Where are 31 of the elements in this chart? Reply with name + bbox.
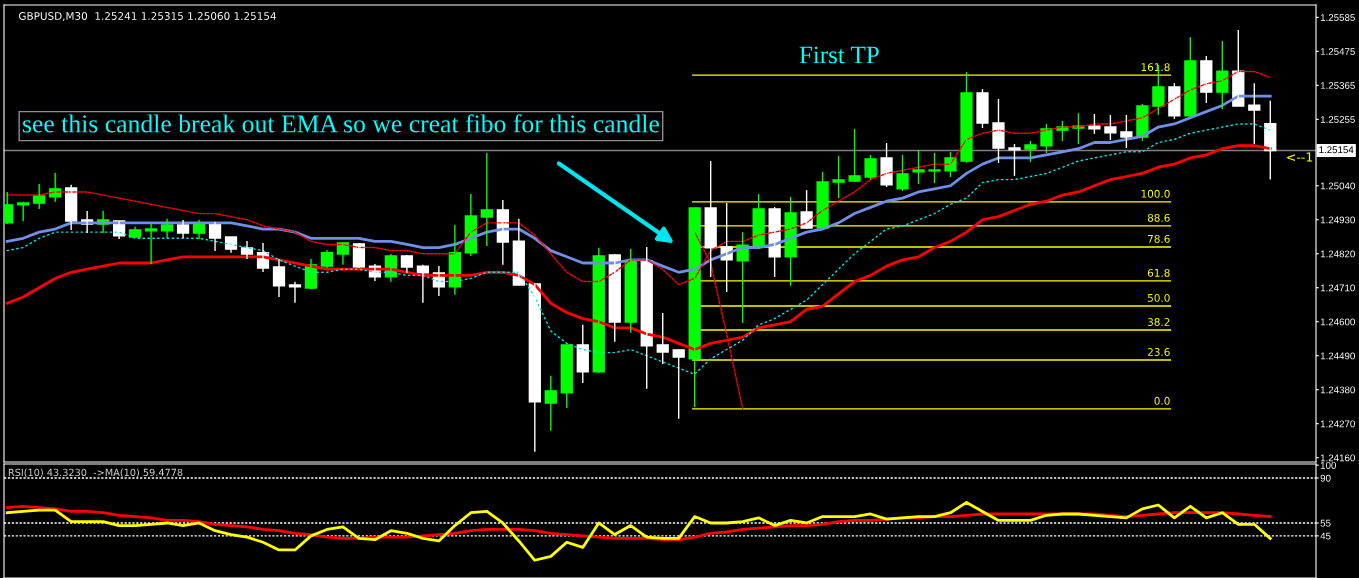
y-tick-label: 1.25255 (1320, 116, 1355, 123)
y-tick-label: 1.25365 (1320, 82, 1355, 89)
y-tick-label: 1.25585 (1320, 14, 1355, 21)
y-tick-label: 45 (1320, 532, 1331, 540)
y-tick-label: 1.24270 (1320, 420, 1355, 428)
chart-title: RSI(10) 43.3230 ->MA(10) 59.4778 (8, 468, 183, 478)
y-tick-label: 1.24490 (1320, 352, 1355, 360)
y-tick-label: 1.25475 (1320, 48, 1355, 55)
y-tick-label: 1.25040 (1320, 182, 1355, 190)
y-tick-label: 1.24710 (1320, 284, 1355, 292)
y-tick-label: 1.24380 (1320, 386, 1355, 394)
annotation: 88.6 (1147, 213, 1170, 222)
y-tick-label: 1.24160 (1320, 454, 1355, 462)
ref-line-label: 1.25154 (1319, 146, 1354, 154)
annotation: 100.0 (1141, 189, 1170, 198)
annotation: 0.0 (1154, 396, 1170, 405)
annotation: 38.2 (1147, 318, 1170, 326)
y-tick-label: 90 (1320, 474, 1331, 482)
annotation: 23.6 (1147, 348, 1170, 356)
text: GBPUSD,M30 1.25241 1.25315 1.25060 1.25154 (19, 12, 277, 21)
annotation: 78.6 (1148, 234, 1170, 243)
text: <--1 (1287, 152, 1313, 162)
annotation: 50.0 (1147, 293, 1170, 302)
y-tick-label: 1.24930 (1320, 216, 1355, 224)
y-tick-label: 1.24600 (1320, 318, 1355, 326)
y-tick-label: 1.24820 (1320, 250, 1355, 258)
annotation: First TP (799, 46, 879, 64)
annotation: 61.8 (1147, 268, 1170, 277)
annotation: see this candle break out EMA so we creat fibo for this candle (23, 114, 659, 133)
y-tick-label: 55 (1320, 519, 1331, 527)
y-tick-label: 100 (1320, 461, 1337, 469)
